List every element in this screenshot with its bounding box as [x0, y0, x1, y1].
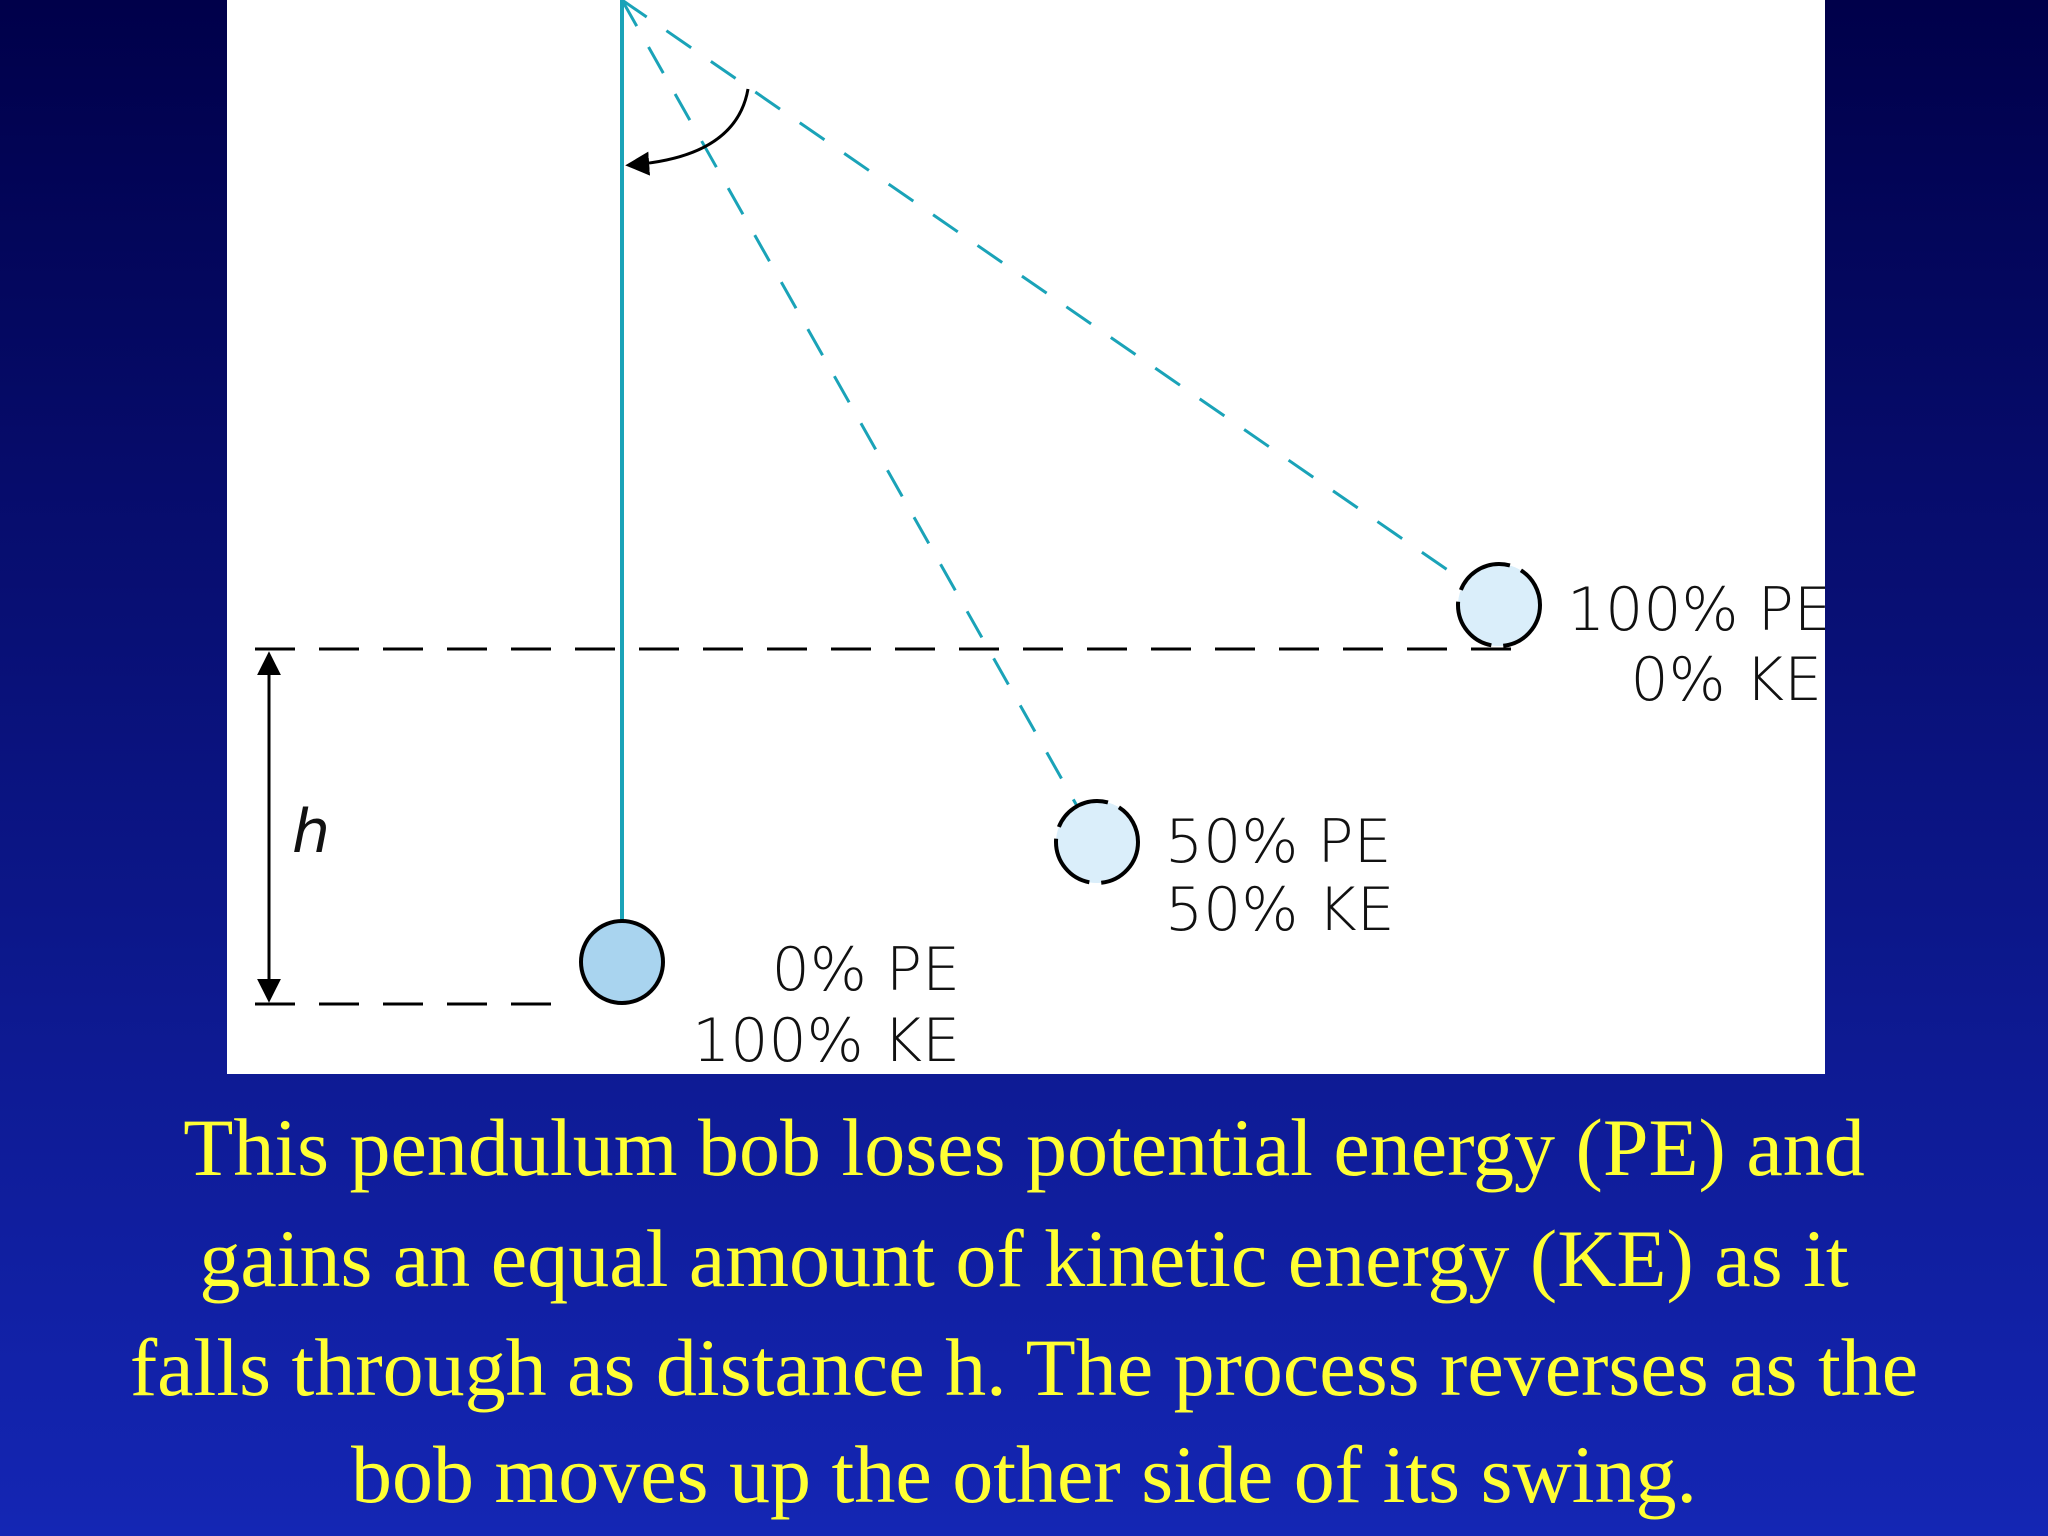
string-middle — [620, 0, 1079, 807]
bob-top — [1456, 562, 1542, 648]
pe-label: 100% PE — [1567, 575, 1832, 645]
ke-label: 0% KE — [1630, 645, 1822, 715]
pe-label: 50% PE — [1165, 807, 1392, 877]
height-label: h — [292, 797, 330, 867]
ke-label: 50% KE — [1165, 875, 1395, 945]
ke-label: 100% KE — [692, 1006, 960, 1076]
string-top — [621, 0, 1466, 584]
caption: This pendulum bob loses potential energy… — [130, 1102, 1918, 1520]
bob-bottom — [579, 919, 665, 1005]
bob-middle — [1054, 799, 1140, 885]
caption-line: This pendulum bob loses potential energy… — [183, 1102, 1864, 1193]
diagram-panel — [227, 0, 1825, 1074]
caption-line: falls through as distance h. The process… — [130, 1322, 1918, 1413]
swing-arrow — [625, 88, 750, 176]
caption-line: gains an equal amount of kinetic energy … — [199, 1213, 1849, 1304]
diagram: h 100% PE 0% KE 50% PE 50% KE 0% PE 100%… — [227, 0, 1832, 1076]
caption-line: bob moves up the other side of its swing… — [351, 1429, 1697, 1520]
pe-label: 0% PE — [772, 935, 960, 1005]
